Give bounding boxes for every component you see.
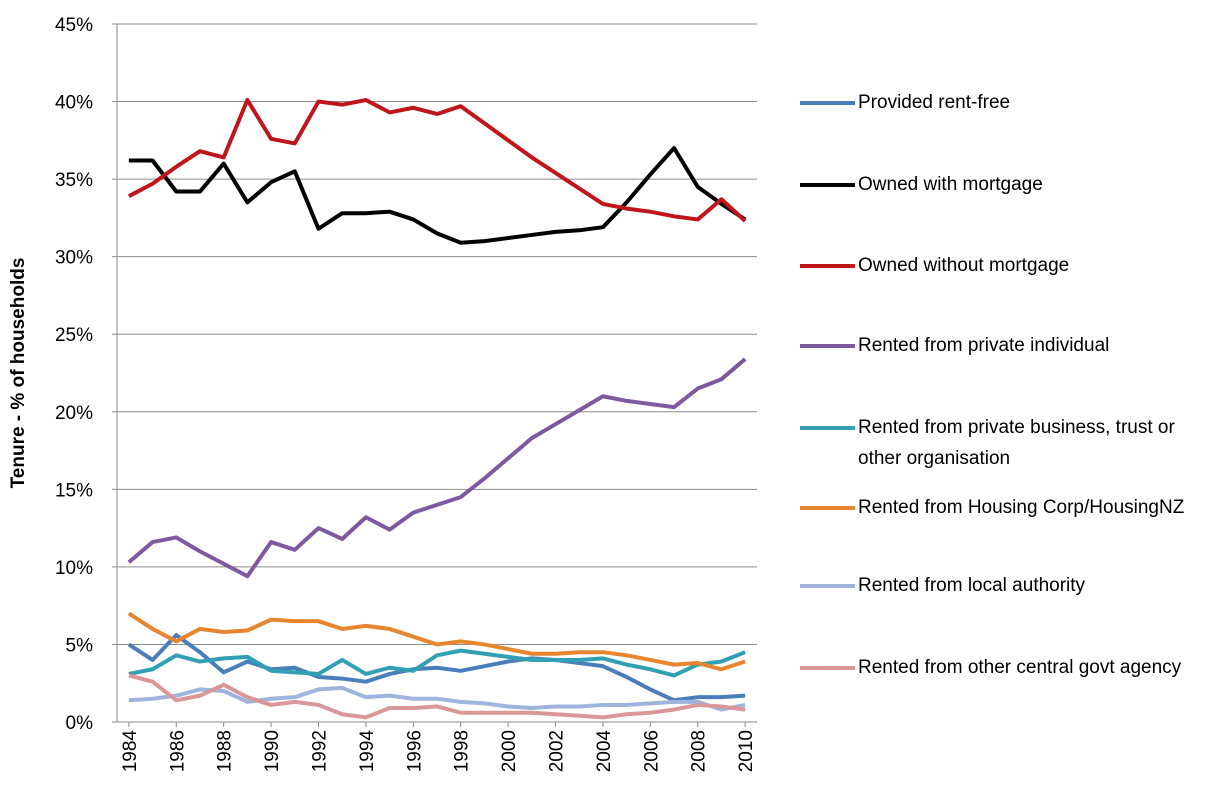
series-line	[127, 357, 747, 579]
x-tick-label: 1988	[215, 730, 236, 772]
y-tick-label: 5%	[66, 635, 94, 656]
y-tick-label: 45%	[55, 15, 93, 36]
x-tick-label: 2010	[736, 730, 757, 772]
series-line	[128, 685, 746, 712]
y-axis-label: Tenure - % of households	[8, 258, 29, 489]
y-tick-label: 0%	[66, 713, 94, 734]
x-tick-label: 2000	[499, 730, 520, 772]
y-tick-label: 15%	[55, 480, 93, 501]
series-line	[128, 673, 746, 720]
series-line	[127, 98, 747, 223]
x-tick-label: 2008	[689, 730, 710, 772]
x-tick-label: 1986	[167, 730, 188, 772]
y-tick-label: 35%	[55, 170, 93, 191]
x-tick-label: 2002	[547, 730, 568, 772]
series-line	[127, 611, 746, 672]
x-tick-label: 1996	[404, 730, 425, 772]
x-tick-label: 1994	[357, 730, 378, 773]
legend-label: Rented from Housing Corp/HousingNZ	[858, 497, 1185, 518]
legend-label: Rented from private business, trust or o…	[858, 417, 1175, 469]
series-line	[128, 648, 746, 678]
y-tick-label: 10%	[55, 558, 93, 579]
series-line	[128, 146, 747, 245]
x-tick-label: 1990	[262, 730, 283, 772]
x-tick-label: 2004	[594, 730, 615, 773]
legend-label: Owned with mortgage	[858, 174, 1043, 195]
y-tick-label: 20%	[55, 403, 93, 424]
legend-label: Rented from private individual	[858, 335, 1110, 356]
series-line	[127, 633, 746, 703]
legend-label: Provided rent-free	[858, 92, 1011, 113]
x-tick-label: 1984	[120, 730, 141, 773]
legend-label: Owned without mortgage	[858, 255, 1070, 276]
x-tick-label: 2006	[641, 730, 662, 772]
x-tick-label: 1992	[309, 730, 330, 772]
y-tick-label: 25%	[55, 325, 93, 346]
legend-label: Rented from local authority	[858, 575, 1086, 596]
y-tick-label: 40%	[55, 93, 93, 114]
legend-label: Rented from other central govt agency	[858, 657, 1182, 678]
y-tick-label: 30%	[55, 248, 93, 269]
x-tick-label: 1998	[452, 730, 473, 772]
